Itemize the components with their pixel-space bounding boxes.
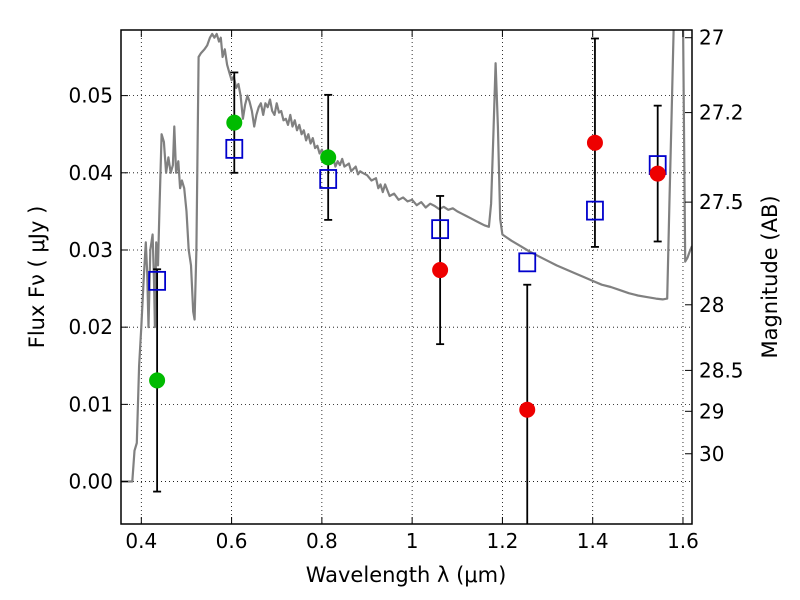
x-tick-label: 1.4 <box>577 529 609 553</box>
right-tick-label: 29 <box>699 399 724 423</box>
model-square-marker <box>319 169 338 189</box>
observed-point-marker <box>649 165 666 182</box>
y-tick-label: 0.03 <box>68 238 113 262</box>
right-tick-label: 30 <box>699 442 724 466</box>
model-square-marker <box>518 252 537 273</box>
x-tick-label: 1.2 <box>487 529 519 553</box>
model-square-marker <box>225 138 244 159</box>
y-tick-label: 0.04 <box>68 161 113 185</box>
observed-point-marker <box>320 149 337 166</box>
x-tick-label: 1 <box>406 529 419 553</box>
observed-point-marker <box>519 401 536 418</box>
observed-point-marker <box>149 372 166 389</box>
markers-layer <box>148 114 667 418</box>
right-tick-label: 28.5 <box>699 358 744 382</box>
y-tick-label: 0.00 <box>68 470 113 494</box>
right-tick-label: 27.2 <box>699 101 744 125</box>
y-tick-label: 0.05 <box>68 84 113 108</box>
y-tick-label: 0.02 <box>68 315 113 339</box>
plot-background <box>121 30 692 524</box>
model-square-marker <box>586 200 604 221</box>
y-tick-label: 0.01 <box>68 392 113 416</box>
observed-point-marker <box>226 114 243 131</box>
right-axis-label: Magnitude (AB) <box>758 195 782 358</box>
right-tick-label: 27 <box>699 26 724 50</box>
x-axis-label: Wavelength λ (μm) <box>306 563 507 587</box>
plot-frame <box>120 29 693 525</box>
model-square-marker <box>431 219 450 240</box>
right-tick-label: 28 <box>699 293 724 317</box>
x-tick-label: 0.4 <box>125 529 157 553</box>
x-tick-label: 1.6 <box>667 529 699 553</box>
template-spectrum-layer <box>121 30 692 483</box>
template-spectrum-line <box>121 30 692 483</box>
model-square-marker <box>148 270 167 291</box>
x-tick-label: 0.6 <box>216 529 248 553</box>
observed-point-marker <box>586 134 603 151</box>
y-axis-label: Flux Fν ( μJy ) <box>25 206 49 349</box>
x-tick-label: 0.8 <box>306 529 338 553</box>
ticks-layer: 0.4 0.6 0.8 1 1.2 1.4 1.6 0.00 0.01 0.02 0.03 0.04 0… <box>68 26 743 553</box>
right-tick-label: 27.5 <box>699 190 744 214</box>
observed-point-marker <box>432 262 449 279</box>
